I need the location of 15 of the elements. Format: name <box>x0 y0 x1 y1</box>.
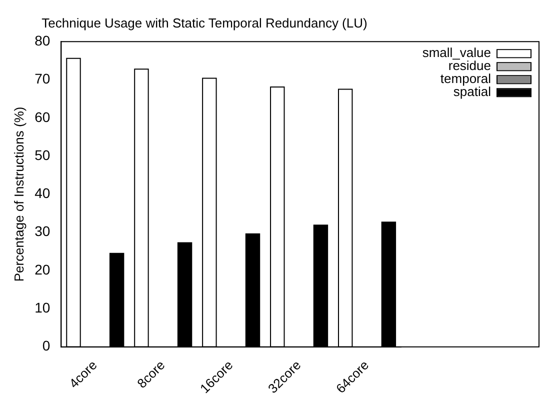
y-tick-label: 40 <box>34 185 50 202</box>
y-tick-label: 60 <box>34 108 50 125</box>
legend-label: residue <box>448 58 491 74</box>
legend-label: temporal <box>440 71 492 86</box>
y-axis-title: Percentage of Instructions (%) <box>11 106 26 282</box>
y-tick-label: 30 <box>34 223 50 240</box>
y-tick-label: 0 <box>42 338 50 354</box>
legend-label: small_value <box>422 45 491 60</box>
y-tick-label: 70 <box>34 70 50 87</box>
y-tick-label: 80 <box>34 32 50 48</box>
y-tick-label: 50 <box>34 146 50 163</box>
chart-title: Technique Usage with Static Temporal Redundancy (LU) <box>42 15 368 30</box>
legend-label: spatial <box>453 84 492 100</box>
y-tick-label: 10 <box>34 300 50 316</box>
y-tick-label: 20 <box>34 261 50 278</box>
